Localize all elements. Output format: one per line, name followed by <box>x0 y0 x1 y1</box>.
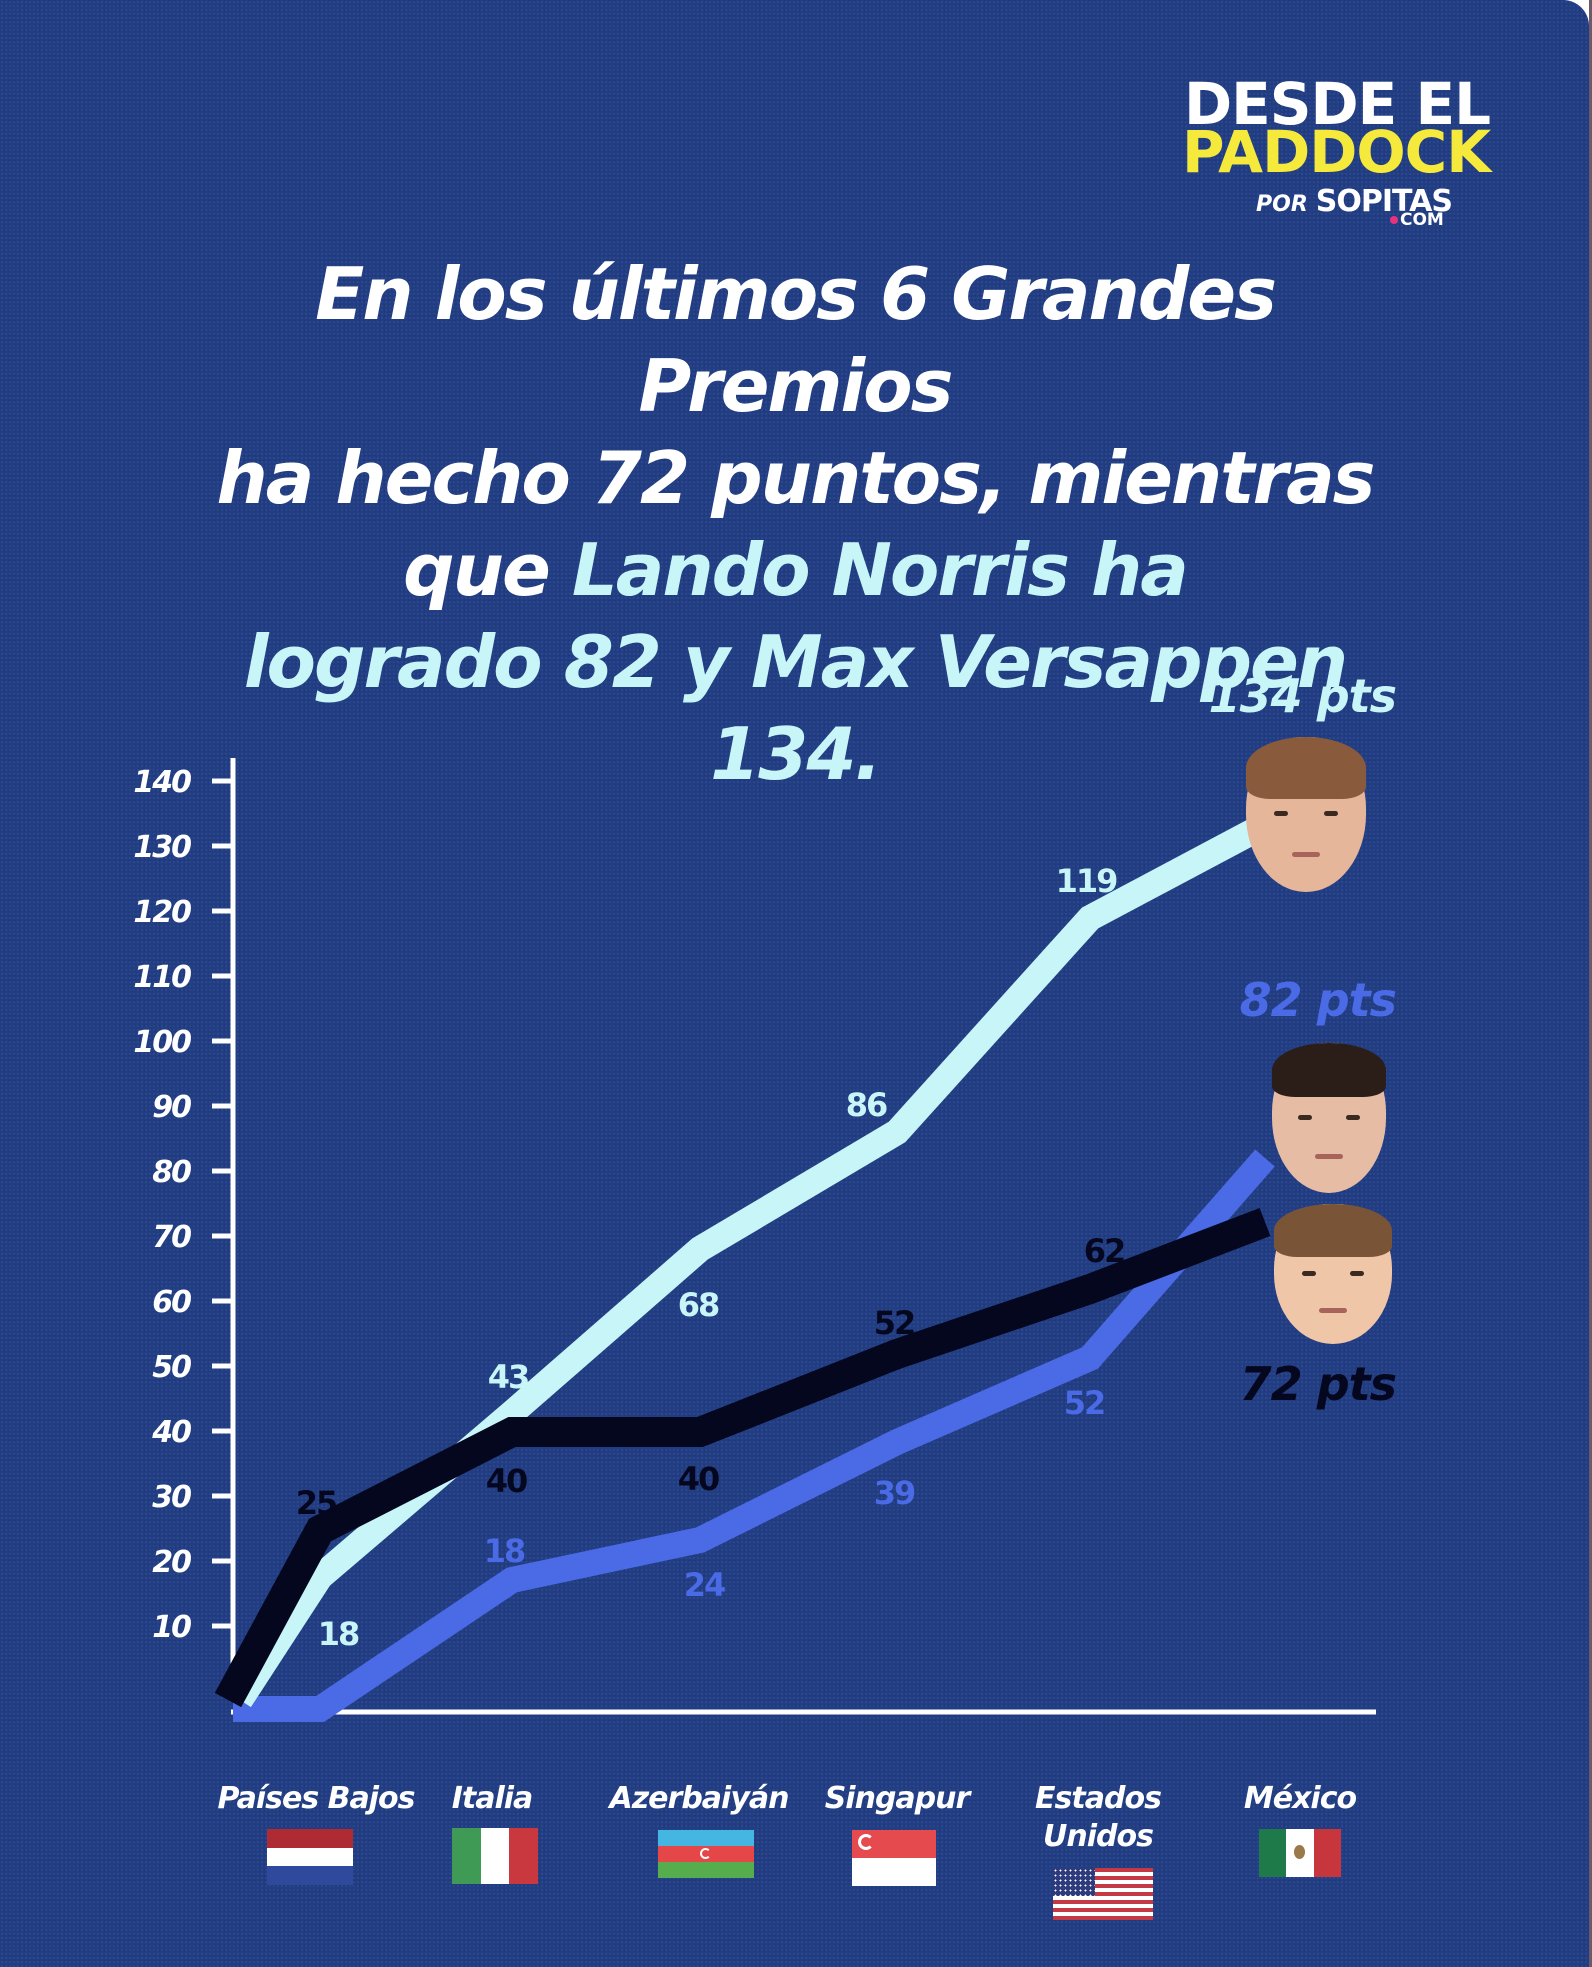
x-label-text: Países Bajos <box>217 1781 416 1816</box>
usa-flag-icon <box>1053 1868 1153 1920</box>
y-tick-label: 100 <box>133 1025 191 1060</box>
y-tick-label: 40 <box>151 1415 191 1450</box>
third-driver-face <box>1274 1204 1392 1344</box>
pink-dot-icon <box>1390 216 1398 224</box>
headline-line-3-white: que <box>403 528 572 612</box>
lando-norris-face <box>1272 1043 1386 1193</box>
headline-line-1: En los últimos 6 Grandes Premios <box>315 252 1277 428</box>
y-tick-label: 20 <box>152 1545 191 1580</box>
eagle-emblem-icon <box>1294 1845 1306 1859</box>
italy-flag-icon <box>452 1828 538 1884</box>
x-label-paises-bajos: Países Bajos <box>216 1780 416 1818</box>
logo-brand: SOPITAS <box>1315 184 1453 219</box>
x-label-singapur: Singapur <box>797 1780 997 1818</box>
x-label-text: Italia <box>451 1781 534 1816</box>
logo-suffix-text: COM <box>1400 210 1444 230</box>
headline-line-3-highlight: Lando Norris ha <box>571 528 1189 612</box>
max-series-line <box>229 813 1272 1708</box>
singapore-flag-icon <box>852 1830 936 1886</box>
headline-line-2: ha hecho 72 puntos, mientras <box>216 436 1375 520</box>
logo-line-1: DESDE EL <box>1184 70 1491 138</box>
third-driver-series-line <box>214 1207 1271 1708</box>
third-driver-data-labels: 25 40 40 52 62 <box>296 1232 1127 1522</box>
x-label-mexico: México <box>1200 1780 1400 1818</box>
right-edge-strip <box>1589 0 1592 1967</box>
y-tick-label: 140 <box>133 765 191 800</box>
x-label-text: México <box>1243 1781 1357 1816</box>
max-data-labels: 18 43 68 86 119 <box>318 862 1119 1653</box>
norris-series-line <box>233 1149 1275 1722</box>
data-label: 18 <box>484 1532 525 1570</box>
data-label: 25 <box>296 1484 337 1522</box>
y-tick-label: 130 <box>133 830 191 865</box>
norris-total-label: 82 pts <box>1240 973 1396 1027</box>
x-label-text-line2: Unidos <box>1043 1819 1154 1854</box>
headline-line-3: que Lando Norris ha <box>160 524 1430 616</box>
y-tick-label: 110 <box>133 960 191 995</box>
headline: En los últimos 6 Grandes Premios ha hech… <box>160 248 1430 800</box>
y-tick-label: 90 <box>152 1090 191 1125</box>
max-verstappen-face <box>1246 737 1366 892</box>
y-tick-label: 80 <box>152 1155 191 1190</box>
data-label: 43 <box>488 1358 529 1396</box>
data-label: 39 <box>874 1474 915 1512</box>
data-label: 24 <box>684 1566 725 1604</box>
y-tick-label: 60 <box>152 1285 191 1320</box>
y-tick-label: 70 <box>152 1220 191 1255</box>
x-label-text: Estados <box>1035 1781 1162 1816</box>
x-label-italia: Italia <box>392 1780 592 1818</box>
y-axis-labels: 140 130 120 110 100 90 80 70 60 50 40 30… <box>133 765 193 1645</box>
x-label-estados-unidos: Estados Unidos <box>998 1780 1198 1856</box>
data-label: 119 <box>1056 862 1118 900</box>
mexico-flag-icon <box>1259 1829 1341 1877</box>
y-tick-label: 120 <box>133 895 191 930</box>
crescent-icon <box>858 1834 874 1850</box>
data-label: 52 <box>874 1304 915 1342</box>
data-label: 68 <box>678 1286 719 1324</box>
data-label: 62 <box>1084 1232 1125 1270</box>
y-axis-ticks <box>212 778 233 1629</box>
data-label: 52 <box>1064 1384 1105 1422</box>
data-label: 18 <box>318 1615 359 1653</box>
data-label: 86 <box>846 1086 887 1124</box>
data-label: 40 <box>486 1462 527 1500</box>
azerbaijan-flag-icon <box>658 1830 754 1878</box>
x-label-text: Azerbaiyán <box>609 1781 790 1816</box>
logo-byline: POR SOPITAS <box>1256 184 1520 219</box>
x-label-text: Singapur <box>824 1781 971 1816</box>
max-total-label: 134 pts <box>1209 669 1396 723</box>
y-tick-label: 50 <box>152 1350 191 1385</box>
crescent-icon <box>700 1847 711 1859</box>
norris-data-labels: 18 24 39 52 <box>484 1384 1107 1604</box>
third-driver-total-label: 72 pts <box>1240 1357 1396 1411</box>
headline-line-4: logrado 82 y Max Versappen 134. <box>243 620 1348 796</box>
logo-line-2: PADDOCK <box>1182 118 1491 186</box>
x-label-azerbaiyan: Azerbaiyán <box>599 1780 799 1818</box>
logo-suffix: COM <box>1390 210 1444 230</box>
data-label: 40 <box>678 1460 719 1498</box>
netherlands-flag-icon <box>267 1829 353 1885</box>
logo-por: POR <box>1256 192 1308 217</box>
desde-el-paddock-logo: DESDE EL PADDOCK POR SOPITAS COM <box>1180 70 1520 230</box>
y-tick-label: 10 <box>152 1610 191 1645</box>
y-tick-label: 30 <box>152 1480 191 1515</box>
